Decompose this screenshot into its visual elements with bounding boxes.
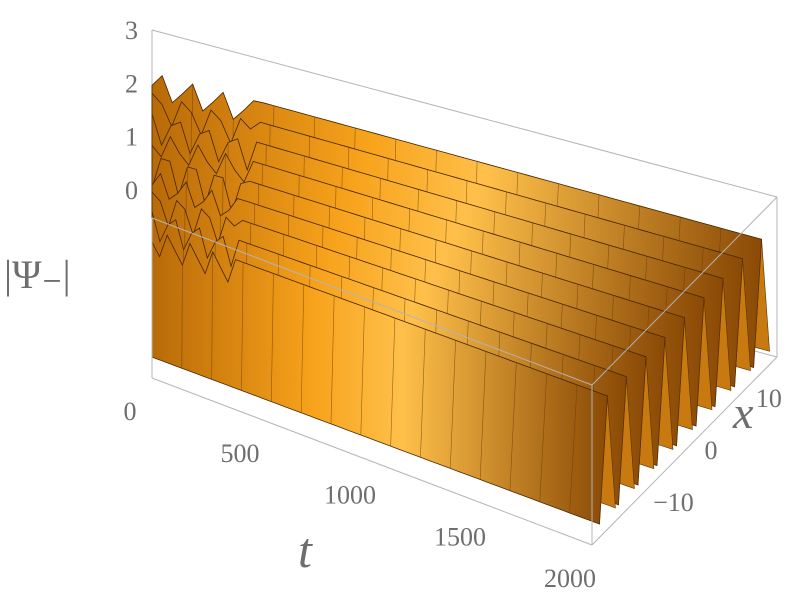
stripe-mesh-line	[300, 284, 305, 413]
stripe-mesh-line	[599, 395, 608, 525]
stripe-mesh-line	[637, 356, 647, 485]
stripe-mesh-line	[656, 337, 666, 466]
box-edge-back-top	[151, 29, 778, 198]
stripe-mesh-line	[420, 329, 426, 458]
stripe-mesh-line	[714, 278, 724, 407]
stripe-mesh-line	[509, 362, 517, 491]
x-tick-label: 0	[705, 436, 718, 465]
z-tick-label: 2	[125, 69, 138, 98]
x-tick-label: 10	[756, 384, 782, 413]
stripe-mesh-line	[569, 384, 578, 513]
t-tick-label: 2000	[544, 564, 596, 593]
z-tick-label: 1	[125, 123, 138, 152]
surface-stripes	[151, 75, 770, 525]
x-tick-label: −10	[653, 488, 694, 517]
stripe-mesh-line	[695, 297, 705, 426]
box-edge-right-bottom	[591, 356, 778, 546]
stripe-mesh-line	[330, 295, 335, 424]
stripe-mesh-line	[271, 273, 274, 402]
z-axis-title: |Ψ₋|	[4, 252, 71, 297]
stripe-mesh-line	[360, 306, 365, 436]
t-axis-title: t	[298, 522, 313, 578]
x-axis-title: x	[732, 387, 754, 438]
box-edge-front-top	[151, 217, 593, 386]
z-tick-label: 3	[125, 16, 138, 45]
stripe-mesh-line	[181, 265, 183, 369]
box-edge-right-top	[591, 196, 778, 386]
z-tick-label: 0	[125, 176, 138, 205]
t-tick-label: 0	[124, 397, 137, 426]
stripe-mesh-line	[618, 376, 627, 505]
t-tick-label: 500	[221, 439, 260, 468]
stripe-mesh-line	[539, 373, 547, 502]
stripe-mesh-line	[390, 318, 396, 447]
stripe-mesh-line	[450, 340, 456, 469]
stripe-mesh-line	[211, 251, 214, 380]
t-tick-label: 1000	[324, 481, 376, 510]
stripe-mesh-line	[241, 262, 244, 391]
stripe-mesh-line	[734, 258, 743, 387]
stripe-mesh-line	[479, 351, 487, 480]
stripe-mesh-line	[753, 239, 762, 368]
box-edge-front-bottom	[151, 377, 593, 546]
stripe-mesh-line	[676, 317, 685, 446]
t-tick-label: 1500	[434, 522, 486, 551]
tick-labels: 0 500 1000 1500 2000 −10 0 10 0 1 2 3	[124, 16, 782, 593]
bounding-box-front	[151, 196, 778, 546]
